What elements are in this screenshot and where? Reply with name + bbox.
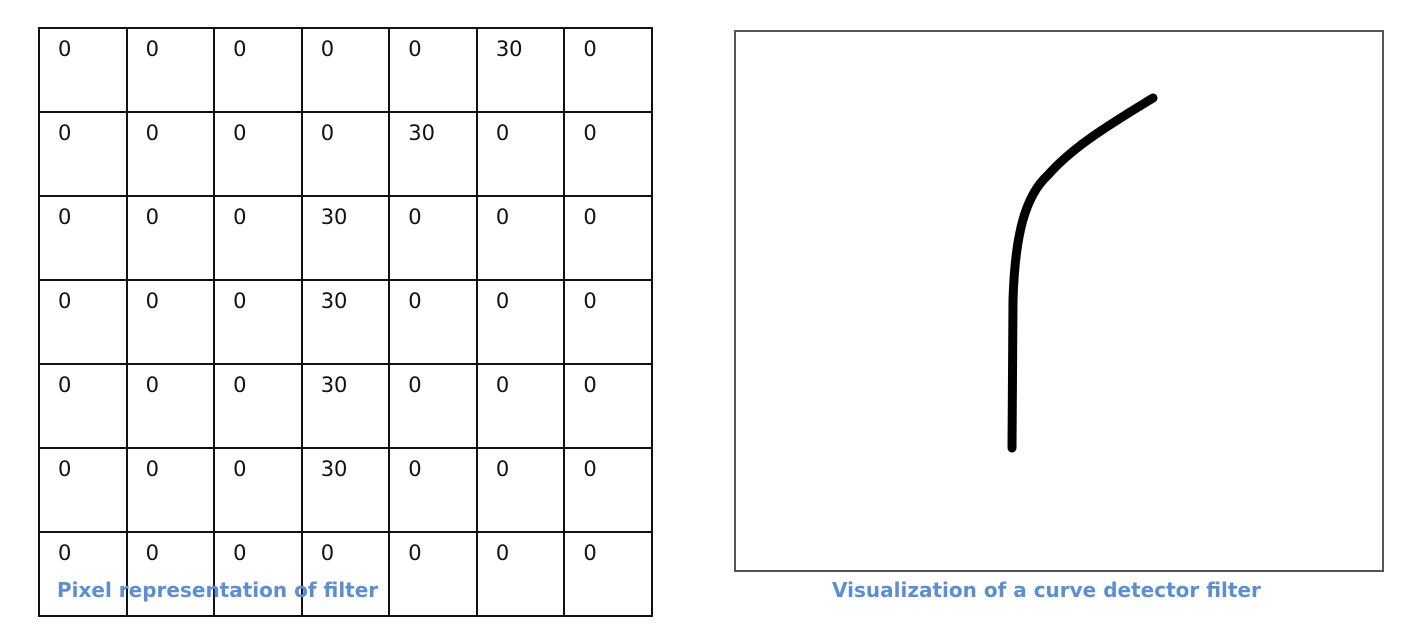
pixel-representation-caption: Pixel representation of filter (57, 578, 379, 602)
grid-cell: 0 (563, 111, 653, 197)
curve-detector-stroke (1007, 93, 1158, 453)
grid-cell: 0 (388, 195, 478, 281)
grid-cell: 0 (38, 363, 128, 449)
grid-cell: 0 (213, 531, 303, 617)
grid-cell: 0 (38, 279, 128, 365)
grid-cell: 0 (125, 27, 216, 113)
grid-cell: 0 (388, 531, 478, 617)
curve-visualization-caption: Visualization of a curve detector filter (832, 578, 1261, 602)
grid-cell: 0 (563, 279, 653, 365)
grid-cell: 0 (388, 279, 478, 365)
grid-cell: 0 (213, 27, 303, 113)
grid-cell: 0 (388, 447, 478, 533)
filter-grid-body: 0 0 0 0 0 30 0 0 0 0 0 30 0 0 0 0 0 30 0 0 0 0 0 0 30 0 0 0 0 0 0 30 0 0 0… (38, 27, 653, 617)
grid-cell: 0 (213, 111, 303, 197)
grid-cell: 0 (475, 111, 566, 197)
grid-cell: 30 (300, 279, 391, 365)
grid-cell: 0 (388, 363, 478, 449)
grid-row: 0 0 0 30 0 0 0 (38, 279, 653, 365)
grid-cell: 0 (38, 195, 128, 281)
grid-cell: 0 (475, 531, 566, 617)
grid-cell: 0 (475, 279, 566, 365)
curve-visualization-box (734, 30, 1384, 572)
grid-row: 0 0 0 30 0 0 0 (38, 447, 653, 533)
grid-cell: 0 (475, 447, 566, 533)
grid-cell: 0 (563, 447, 653, 533)
grid-cell: 0 (125, 111, 216, 197)
grid-cell: 0 (125, 279, 216, 365)
grid-row: 0 0 0 30 0 0 0 (38, 195, 653, 281)
grid-cell: 0 (563, 531, 653, 617)
grid-cell: 30 (388, 111, 478, 197)
grid-cell: 0 (475, 363, 566, 449)
grid-cell: 0 (125, 363, 216, 449)
grid-cell: 0 (213, 195, 303, 281)
grid-cell: 0 (38, 447, 128, 533)
grid-cell: 0 (300, 27, 391, 113)
grid-cell: 0 (563, 195, 653, 281)
grid-cell: 0 (563, 27, 653, 113)
grid-cell: 30 (300, 447, 391, 533)
filter-pixel-grid: 0 0 0 0 0 30 0 0 0 0 0 30 0 0 0 0 0 30 0 0 0 0 0 0 30 0 0 0 0 0 0 30 0 0 0… (38, 27, 653, 617)
grid-cell: 0 (213, 363, 303, 449)
grid-cell: 0 (388, 27, 478, 113)
grid-cell: 30 (475, 27, 566, 113)
grid-cell: 0 (38, 531, 128, 617)
grid-cell: 0 (38, 27, 128, 113)
grid-row: 0 0 0 0 30 0 0 (38, 111, 653, 197)
grid-cell: 30 (300, 195, 391, 281)
grid-cell: 0 (125, 531, 216, 617)
grid-row: 0 0 0 0 0 30 0 (38, 27, 653, 113)
grid-cell: 0 (563, 363, 653, 449)
grid-cell: 0 (125, 447, 216, 533)
grid-row: 0 0 0 30 0 0 0 (38, 363, 653, 449)
grid-cell: 0 (213, 447, 303, 533)
grid-cell: 0 (125, 195, 216, 281)
grid-cell: 30 (300, 363, 391, 449)
grid-cell: 0 (300, 531, 391, 617)
grid-cell: 0 (300, 111, 391, 197)
grid-cell: 0 (213, 279, 303, 365)
grid-cell: 0 (38, 111, 128, 197)
grid-cell: 0 (475, 195, 566, 281)
